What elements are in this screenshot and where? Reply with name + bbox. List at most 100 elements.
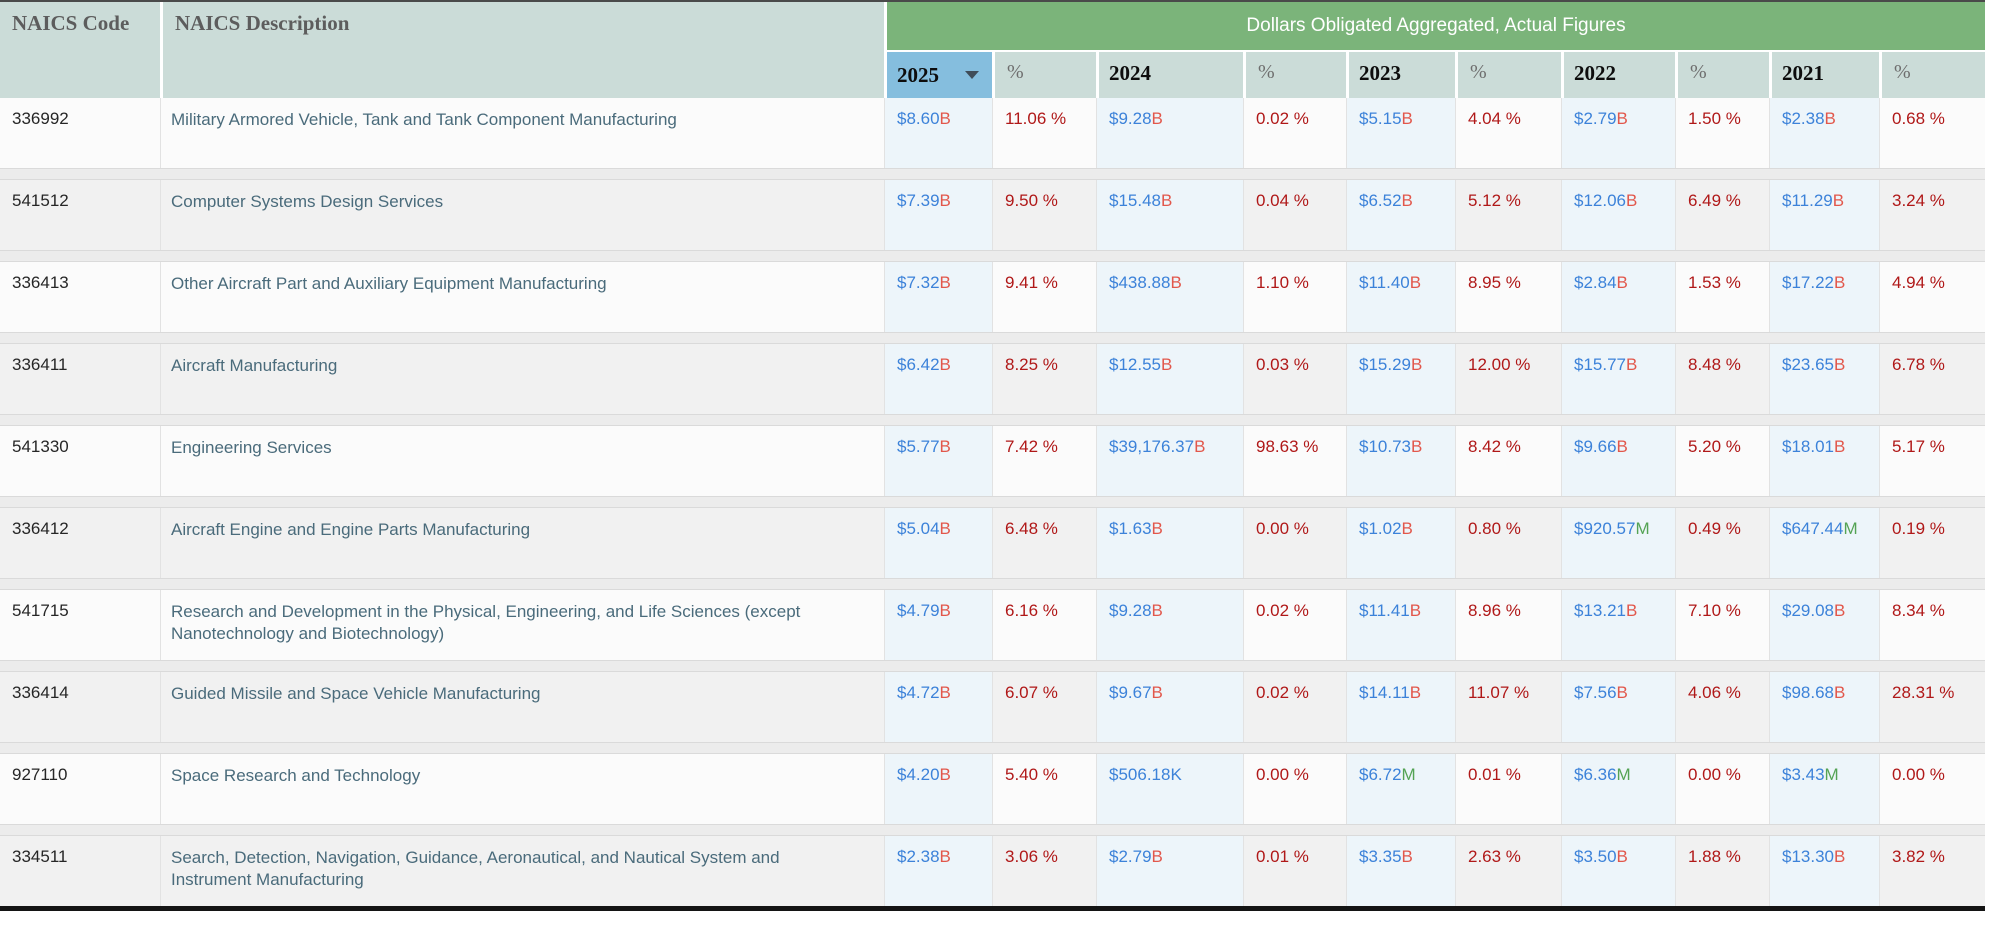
table-row: 336413 Other Aircraft Part and Auxiliary … [0,262,1985,332]
dollar-amount: $3.50 [1574,847,1617,866]
percent-cell-2024: 0.01 % [1243,836,1346,906]
magnitude-suffix: B [1834,601,1846,620]
dollar-amount: $98.68 [1782,683,1834,702]
dollar-amount: $7.39 [897,191,940,210]
percent-cell-2022: 6.49 % [1675,180,1769,250]
dollar-value-cell-2024: $12.55B [1096,344,1243,414]
dollar-value-cell-2024: $506.18K [1096,754,1243,824]
dollar-value-cell-2025: $8.60B [884,98,992,168]
column-header-2023[interactable]: 2023 [1346,52,1455,98]
naics-code-cell: 336413 [12,273,69,292]
dollar-amount: $23.65 [1782,355,1834,374]
naics-description-cell: Aircraft Engine and Engine Parts Manufac… [160,508,884,578]
column-header-pct-2022[interactable]: % [1675,52,1769,98]
dollar-amount: $13.21 [1574,601,1626,620]
naics-description-cell: Other Aircraft Part and Auxiliary Equipm… [160,262,884,332]
dollar-amount: $17.22 [1782,273,1834,292]
dollar-value-cell-2025: $5.04B [884,508,992,578]
column-header-2024[interactable]: 2024 [1096,52,1243,98]
percent-cell-2022: 1.88 % [1675,836,1769,906]
percent-cell-2024: 0.02 % [1243,98,1346,168]
dollar-amount: $15.48 [1109,191,1161,210]
naics-description-cell: Military Armored Vehicle, Tank and Tank … [160,98,884,168]
dollar-amount: $2.79 [1574,109,1617,128]
percent-cell-2022: 8.48 % [1675,344,1769,414]
dollar-value-cell-2022: $2.84B [1561,262,1675,332]
dollar-amount: $9.67 [1109,683,1152,702]
dollar-value-cell-2022: $12.06B [1561,180,1675,250]
dollar-amount: $12.55 [1109,355,1161,374]
percent-cell-2024: 0.03 % [1243,344,1346,414]
dollar-value-cell-2024: $15.48B [1096,180,1243,250]
row-separator [0,824,1985,836]
percent-cell-2023: 0.80 % [1455,508,1561,578]
percent-cell-2021: 28.31 % [1879,672,1985,742]
dollar-amount: $7.32 [897,273,940,292]
magnitude-suffix: B [939,273,951,292]
dollar-value-cell-2023: $11.41B [1346,590,1455,660]
table-row: 336414 Guided Missile and Space Vehicle M… [0,672,1985,742]
percent-cell-2023: 5.12 % [1455,180,1561,250]
column-header-naics-code[interactable]: NAICS Code [0,2,160,98]
magnitude-suffix: B [1401,519,1413,538]
dollar-amount: $6.36 [1574,765,1617,784]
column-header-pct-2024[interactable]: % [1243,52,1346,98]
column-header-pct-2021[interactable]: % [1879,52,1985,98]
column-header-naics-description[interactable]: NAICS Description [160,2,884,98]
magnitude-suffix: K [1170,765,1182,784]
magnitude-suffix: B [1626,191,1638,210]
row-separator [0,578,1985,590]
magnitude-suffix: B [1411,355,1423,374]
magnitude-suffix: B [1834,437,1846,456]
percent-cell-2024: 0.02 % [1243,672,1346,742]
percent-cell-2022: 7.10 % [1675,590,1769,660]
percent-cell-2021: 0.68 % [1879,98,1985,168]
percent-cell-2021: 5.17 % [1879,426,1985,496]
magnitude-suffix: B [1401,191,1413,210]
column-header-pct-2025[interactable]: % [992,52,1096,98]
magnitude-suffix: M [1616,765,1631,784]
naics-code-cell: 334511 [12,847,68,866]
dollar-value-cell-2022: $6.36M [1561,754,1675,824]
magnitude-suffix: B [1151,683,1163,702]
magnitude-suffix: B [1151,109,1163,128]
naics-code-cell: 336414 [12,683,69,702]
naics-spending-table: NAICS Code NAICS Description Dollars Obl… [0,0,1985,911]
magnitude-suffix: B [1834,273,1846,292]
column-header-2025[interactable]: 2025 [884,52,992,98]
year-2025-label: 2025 [897,62,939,87]
percent-cell-2022: 1.50 % [1675,98,1769,168]
naics-code-cell: 541330 [12,437,69,456]
column-header-pct-2023[interactable]: % [1455,52,1561,98]
row-separator [0,742,1985,754]
dollar-amount: $438.88 [1109,273,1171,292]
dollar-amount: $2.84 [1574,273,1617,292]
dollar-value-cell-2022: $13.21B [1561,590,1675,660]
magnitude-suffix: B [1409,273,1422,292]
percent-cell-2025: 9.50 % [992,180,1096,250]
magnitude-suffix: B [1834,683,1846,702]
dollar-amount: $8.60 [897,109,940,128]
magnitude-suffix: B [1616,847,1628,866]
percent-cell-2024: 0.00 % [1243,508,1346,578]
dollar-amount: $11.29 [1782,191,1833,210]
column-header-2021[interactable]: 2021 [1769,52,1879,98]
table-row: 334511 Search, Detection, Navigation, Gui… [0,836,1985,906]
percent-cell-2022: 4.06 % [1675,672,1769,742]
dollar-value-cell-2023: $10.73B [1346,426,1455,496]
dollar-value-cell-2021: $13.30B [1769,836,1879,906]
dollar-value-cell-2022: $15.77B [1561,344,1675,414]
percent-cell-2023: 8.96 % [1455,590,1561,660]
percent-cell-2025: 5.40 % [992,754,1096,824]
dollar-value-cell-2022: $920.57M [1561,508,1675,578]
magnitude-suffix: B [1409,683,1422,702]
column-header-2022[interactable]: 2022 [1561,52,1675,98]
dollar-value-cell-2025: $4.20B [884,754,992,824]
naics-description-cell: Guided Missile and Space Vehicle Manufac… [160,672,884,742]
dollar-amount: $4.79 [897,601,940,620]
sort-caret-down-icon [965,71,979,79]
dollar-amount: $2.38 [897,847,940,866]
magnitude-suffix: B [1401,847,1413,866]
dollar-value-cell-2021: $98.68B [1769,672,1879,742]
dollar-amount: $15.77 [1574,355,1626,374]
